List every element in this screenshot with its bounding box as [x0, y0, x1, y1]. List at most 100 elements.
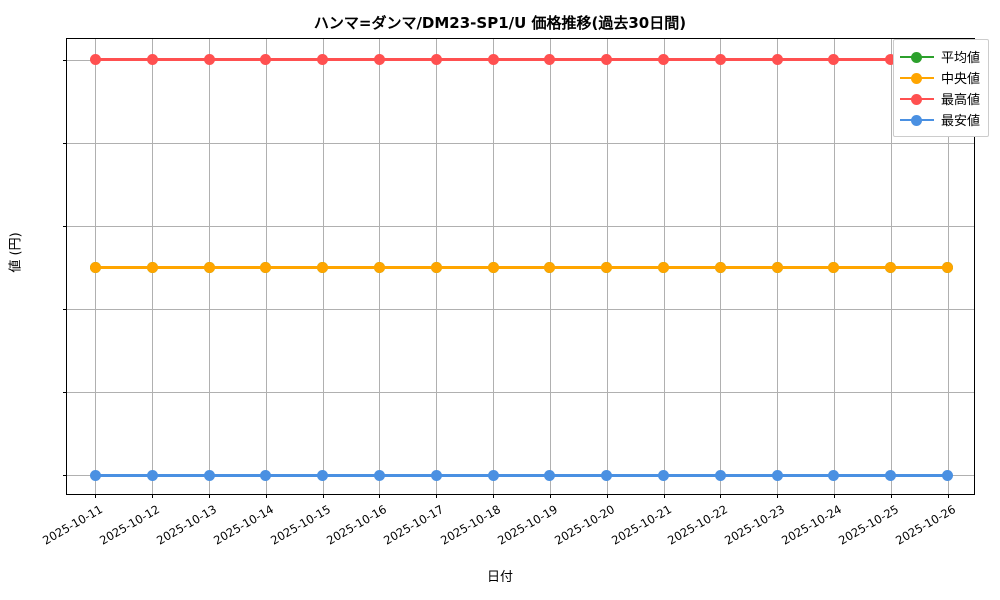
- series-data-point: [317, 262, 329, 273]
- series-data-point: [544, 262, 556, 273]
- series-line-segment: [95, 58, 153, 62]
- series-line-segment: [663, 58, 721, 62]
- legend-item-最安値[interactable]: 最安値: [899, 109, 980, 130]
- gridline-vertical: [549, 39, 551, 494]
- series-data-point: [260, 262, 272, 273]
- legend-label: 中央値: [940, 72, 980, 87]
- series-data-point: [89, 262, 101, 273]
- series-data-point: [317, 262, 329, 273]
- series-data-point: [885, 262, 897, 273]
- series-data-point: [601, 262, 613, 273]
- series-data-point: [317, 54, 329, 66]
- y-tick-mark: [63, 59, 67, 61]
- series-line-segment: [322, 266, 380, 269]
- series-data-point: [203, 262, 215, 273]
- y-tick-mark: [63, 309, 67, 311]
- series-line-segment: [436, 266, 494, 269]
- series-line-segment: [209, 266, 266, 269]
- series-中央値: [67, 39, 974, 494]
- series-line-segment: [95, 266, 153, 269]
- legend-swatch-icon: [899, 51, 934, 63]
- series-data-point: [487, 54, 499, 66]
- axis-tick-marks: [63, 39, 974, 498]
- series-line-segment: [606, 473, 664, 477]
- series-line-segment: [209, 266, 266, 269]
- gridline-vertical: [379, 39, 381, 494]
- series-line-segment: [379, 58, 437, 62]
- gridline-vertical: [606, 39, 608, 494]
- legend-item-最高値[interactable]: 最高値: [899, 88, 980, 109]
- series-data-point: [487, 262, 499, 273]
- series-data-point: [714, 262, 726, 273]
- series-data-point: [373, 469, 385, 481]
- x-tick-mark: [663, 494, 665, 498]
- x-tick-mark: [606, 494, 608, 498]
- series-line-segment: [436, 473, 494, 477]
- y-tick-mark: [63, 225, 67, 227]
- series-line-segment: [833, 58, 891, 62]
- series-line-segment: [890, 266, 948, 269]
- series-data-point: [146, 262, 158, 273]
- chart-title: ハンマ=ダンマ/DM23-SP1/U 価格推移(過去30日間): [313, 14, 687, 32]
- series-data-point: [487, 469, 499, 481]
- series-data-point: [714, 54, 726, 66]
- series-最高値: [67, 39, 974, 494]
- series-data-point: [317, 469, 329, 481]
- y-axis-title: 値 (円): [8, 232, 24, 273]
- series-data-point: [828, 262, 840, 273]
- series-data-point: [260, 469, 272, 481]
- x-tick-mark: [322, 494, 324, 498]
- series-line-segment: [549, 58, 607, 62]
- series-data-point: [203, 262, 215, 273]
- series-data-point: [89, 262, 101, 273]
- x-tick-mark: [947, 494, 949, 498]
- series-data-point: [203, 469, 215, 481]
- series-data-point: [658, 262, 670, 273]
- series-line-segment: [663, 266, 721, 269]
- series-line-segment: [720, 266, 778, 269]
- series-line-segment: [322, 473, 380, 477]
- series-data-point: [544, 54, 556, 66]
- series-line-segment: [493, 473, 550, 477]
- x-tick-mark: [265, 494, 267, 498]
- legend-swatch-icon: [899, 93, 934, 105]
- series-line-segment: [777, 58, 834, 62]
- series-line-segment: [95, 266, 153, 269]
- series-data-point: [146, 469, 158, 481]
- series-data-point: [89, 469, 101, 481]
- series-data-point: [828, 262, 840, 273]
- series-data-point: [430, 54, 442, 66]
- series-data-point: [544, 469, 556, 481]
- series-data-point: [430, 262, 442, 273]
- series-line-segment: [777, 266, 834, 269]
- x-tick-mark: [833, 494, 835, 498]
- series-line-segment: [833, 473, 891, 477]
- series-line-segment: [549, 473, 607, 477]
- legend-swatch-icon: [899, 72, 934, 84]
- gridline-vertical: [663, 39, 665, 494]
- series-line-segment: [720, 473, 778, 477]
- series-line-segment: [379, 266, 437, 269]
- legend-item-中央値[interactable]: 中央値: [899, 67, 980, 88]
- series-line-segment: [493, 266, 550, 269]
- series-line-segment: [777, 266, 834, 269]
- series-平均値: [67, 39, 974, 494]
- y-tick-mark: [63, 392, 67, 394]
- x-tick-mark: [152, 494, 154, 498]
- gridline-vertical: [152, 39, 154, 494]
- series-data-point: [714, 469, 726, 481]
- series-data-point: [828, 54, 840, 66]
- x-axis-title: 日付: [486, 570, 513, 585]
- gridline-horizontal: [67, 225, 974, 227]
- series-line-segment: [663, 473, 721, 477]
- legend-item-平均値[interactable]: 平均値: [899, 46, 980, 67]
- series-line-segment: [265, 266, 323, 269]
- series-data-point: [601, 262, 613, 273]
- series-data-point: [658, 262, 670, 273]
- series-line-segment: [265, 473, 323, 477]
- legend-swatch-icon: [899, 114, 934, 126]
- series-data-point: [430, 262, 442, 273]
- series-line-segment: [493, 266, 550, 269]
- vertical-gridlines: [67, 39, 974, 494]
- series-data-point: [942, 262, 954, 273]
